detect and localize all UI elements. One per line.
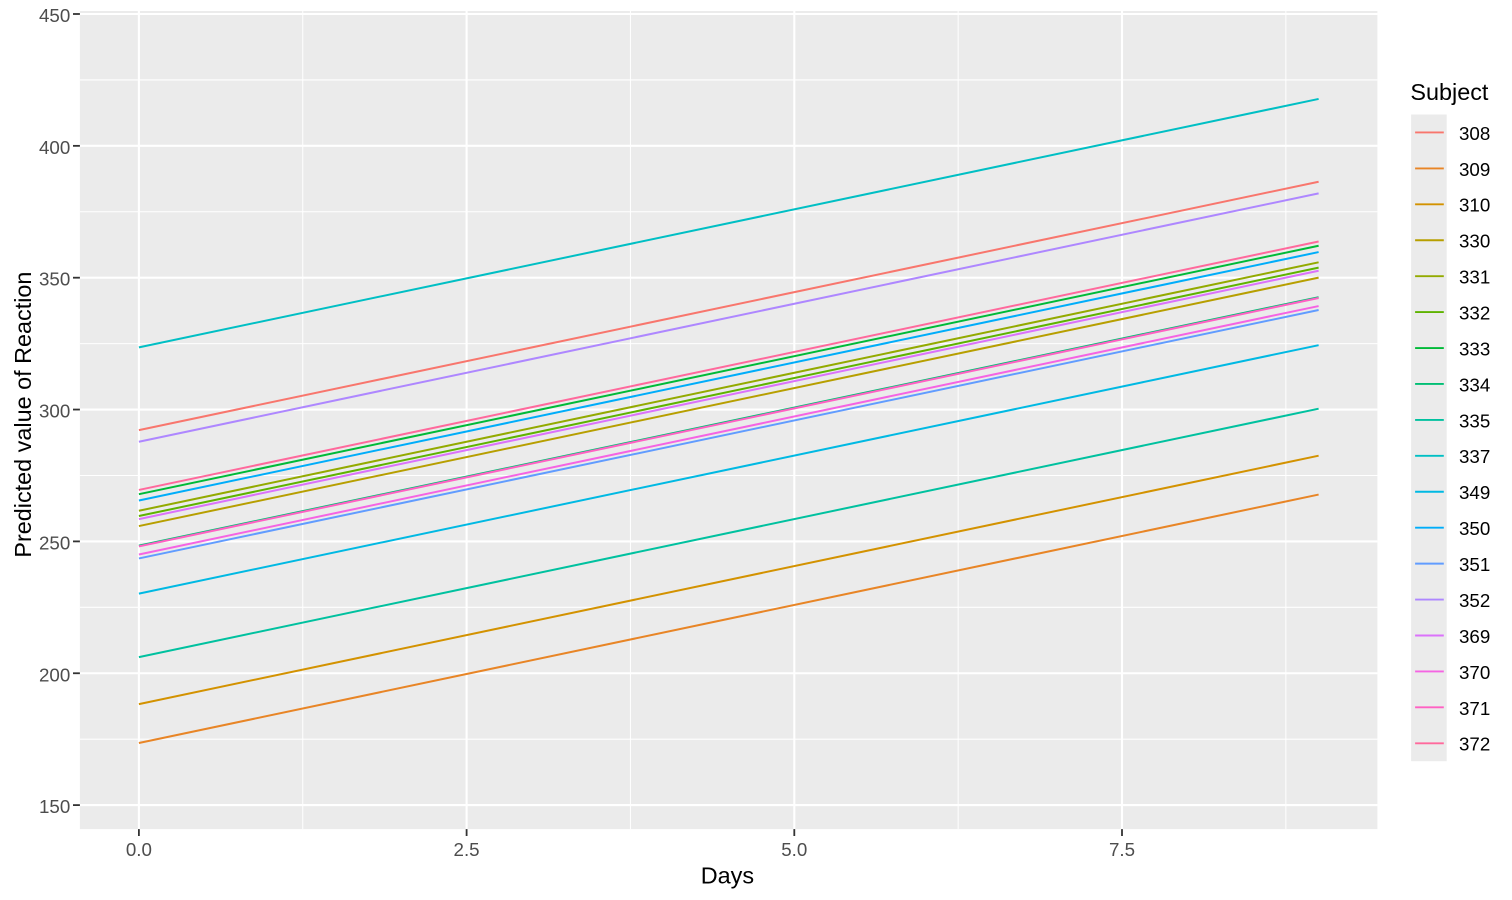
svg-text:450: 450: [39, 5, 70, 26]
svg-text:150: 150: [39, 796, 70, 817]
svg-text:333: 333: [1459, 338, 1490, 359]
svg-text:331: 331: [1459, 267, 1490, 288]
svg-text:371: 371: [1459, 698, 1490, 719]
svg-text:Subject: Subject: [1410, 79, 1489, 105]
svg-text:369: 369: [1459, 626, 1490, 647]
svg-text:310: 310: [1459, 195, 1490, 216]
svg-text:7.5: 7.5: [1109, 839, 1135, 860]
svg-text:5.0: 5.0: [781, 839, 807, 860]
svg-text:352: 352: [1459, 590, 1490, 611]
svg-text:400: 400: [39, 137, 70, 158]
svg-text:337: 337: [1459, 446, 1490, 467]
svg-text:334: 334: [1459, 374, 1490, 395]
svg-text:332: 332: [1459, 303, 1490, 324]
svg-text:350: 350: [1459, 518, 1490, 539]
svg-text:309: 309: [1459, 159, 1490, 180]
svg-text:370: 370: [1459, 662, 1490, 683]
svg-text:351: 351: [1459, 554, 1490, 575]
svg-text:308: 308: [1459, 123, 1490, 144]
svg-text:349: 349: [1459, 482, 1490, 503]
svg-text:Days: Days: [701, 863, 754, 889]
svg-text:0.0: 0.0: [126, 839, 152, 860]
svg-text:330: 330: [1459, 231, 1490, 252]
svg-text:2.5: 2.5: [454, 839, 480, 860]
svg-text:372: 372: [1459, 734, 1490, 755]
svg-text:300: 300: [39, 401, 70, 422]
svg-text:Predicted value of Reaction: Predicted value of Reaction: [10, 272, 36, 558]
svg-text:250: 250: [39, 532, 70, 553]
svg-text:335: 335: [1459, 410, 1490, 431]
svg-text:200: 200: [39, 664, 70, 685]
svg-text:350: 350: [39, 269, 70, 290]
